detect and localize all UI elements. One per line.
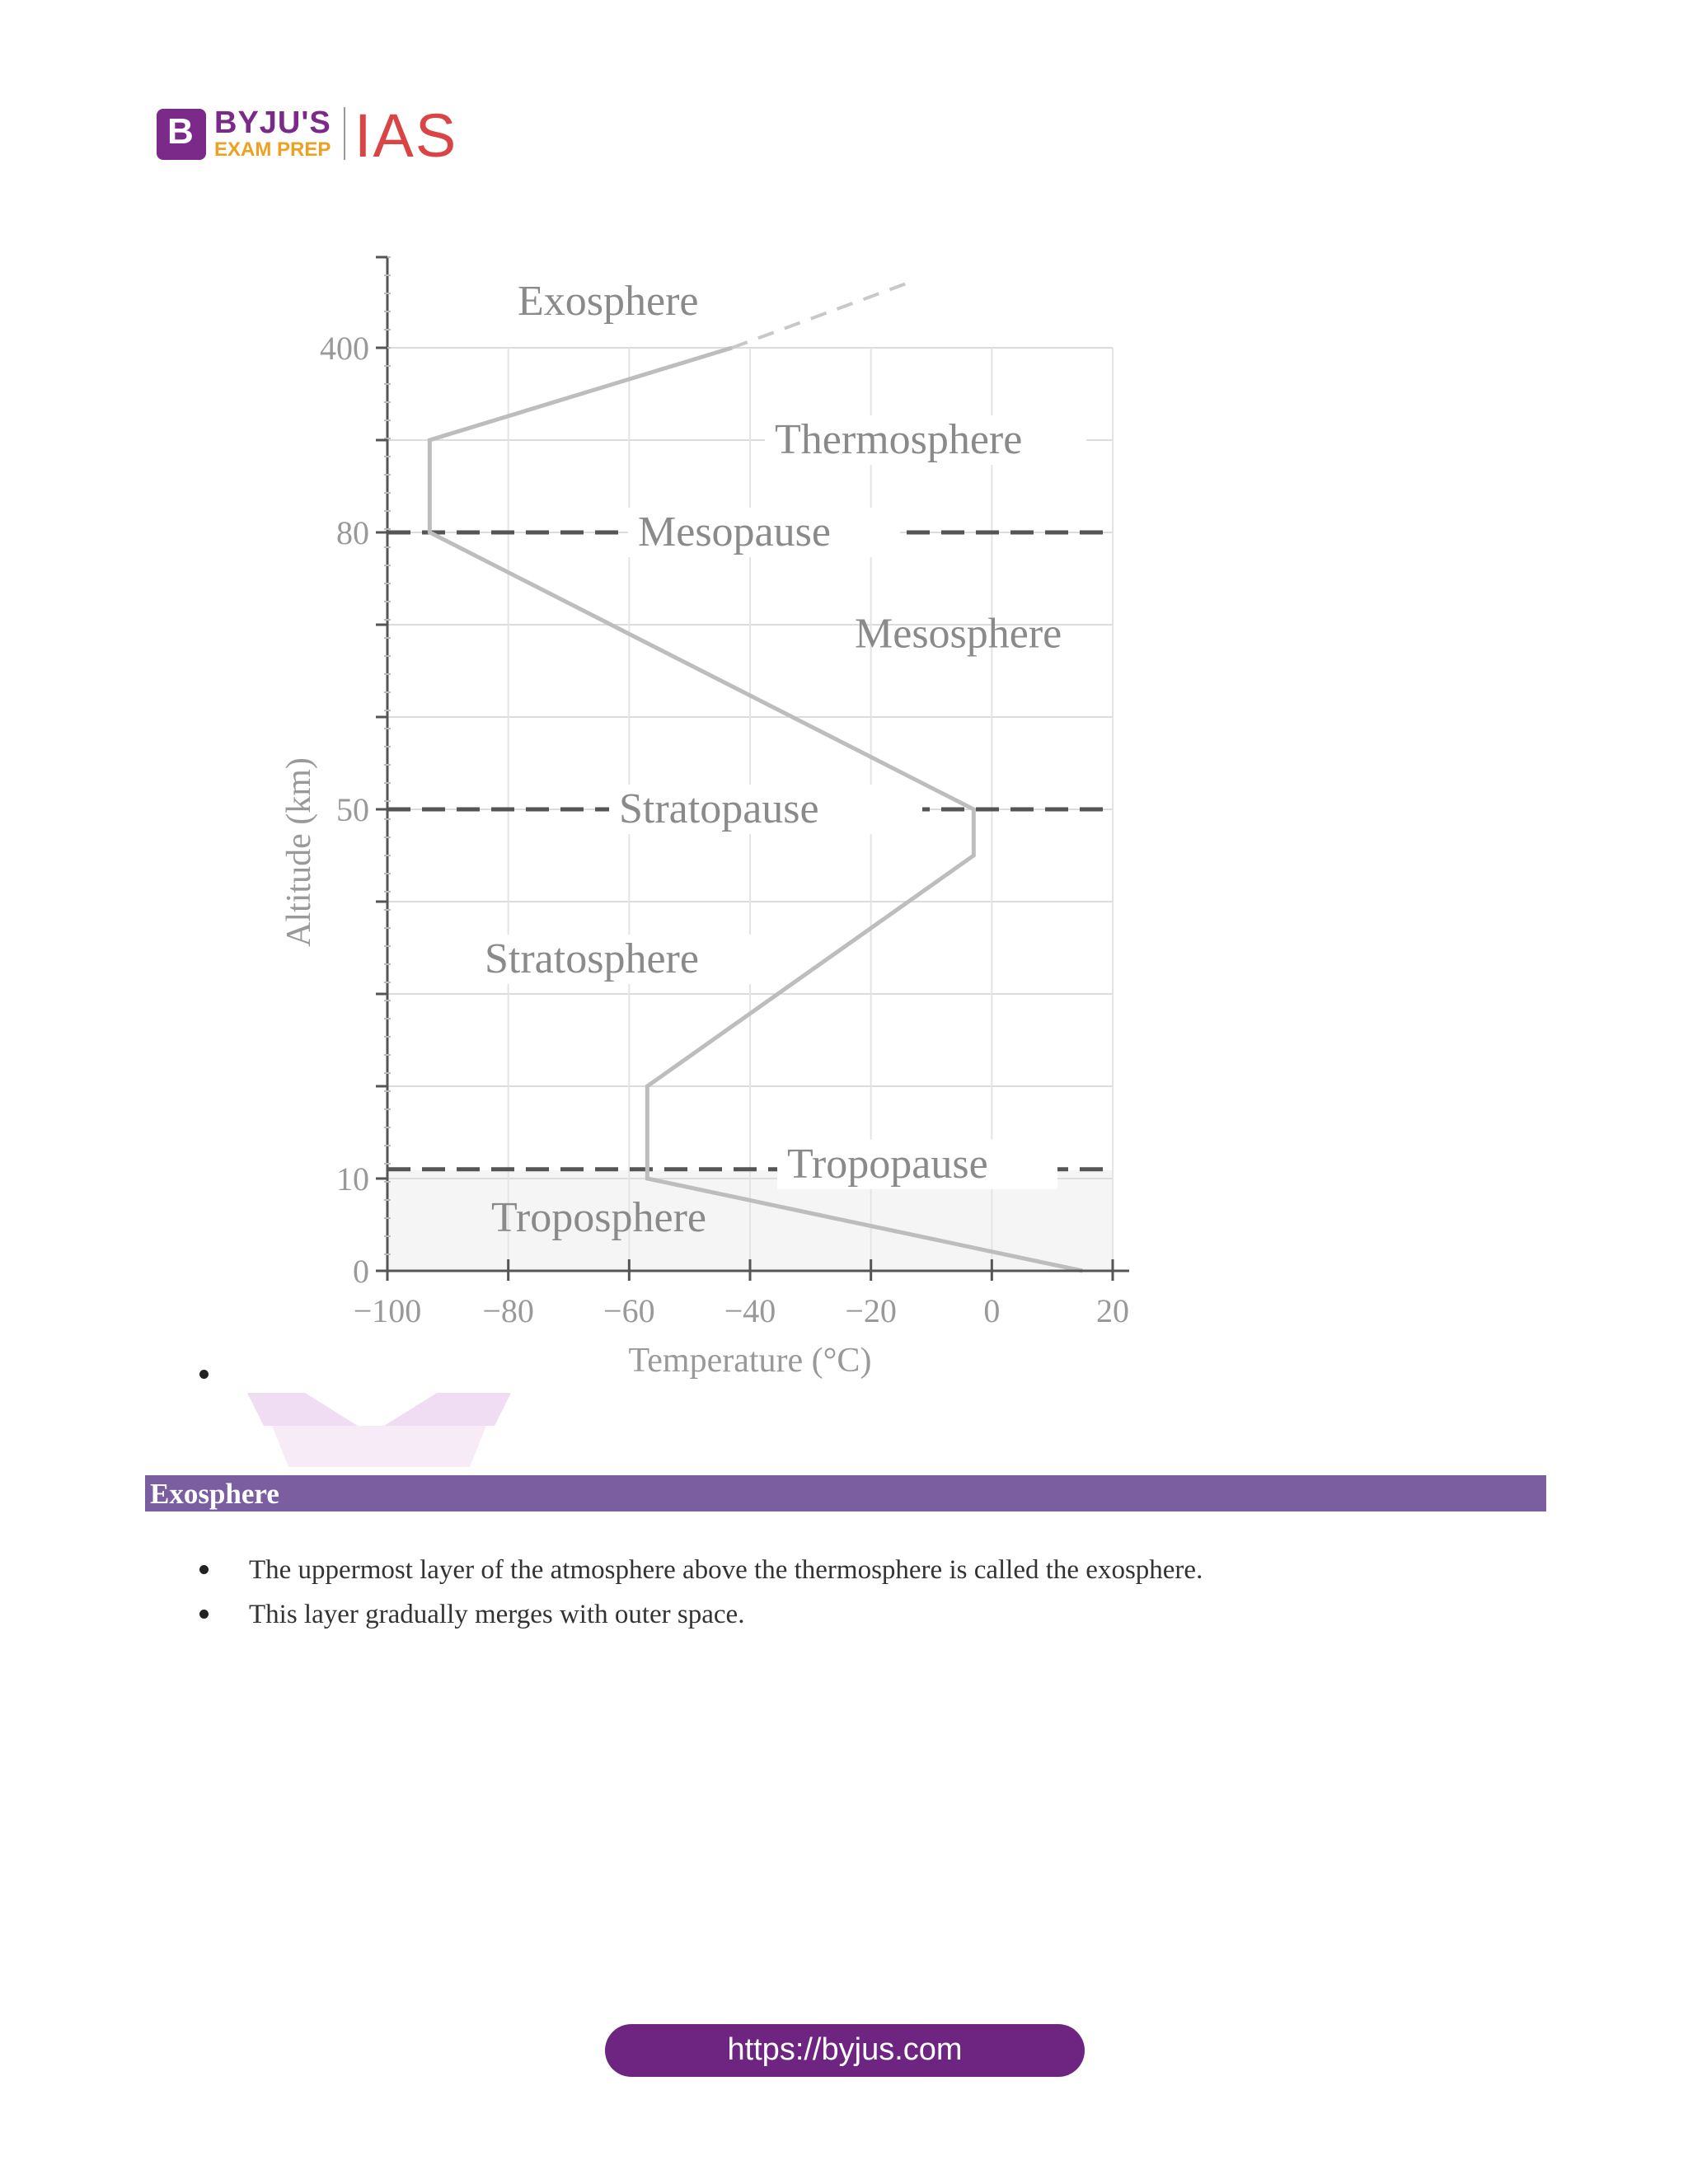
watermark-logo — [247, 1393, 511, 1475]
x-tick-label: −100 — [354, 1292, 422, 1329]
label-background — [475, 935, 780, 984]
brand-logo: B BYJU'S EXAM PREP IAS — [157, 101, 486, 170]
bullet-icon — [199, 1610, 209, 1619]
list-item: This layer gradually merges with outer s… — [198, 1592, 1517, 1637]
label-background — [609, 785, 922, 834]
label-stratosphere: Stratosphere — [485, 935, 699, 982]
temperature-profile-line — [427, 345, 1083, 1273]
x-tick-label: 20 — [1096, 1292, 1129, 1329]
section-heading: Exosphere — [150, 1478, 279, 1510]
x-tick-label: −80 — [482, 1292, 534, 1329]
empty-bullet — [199, 1370, 209, 1379]
label-backgrounds — [475, 415, 1086, 1189]
label-stratopause: Stratopause — [619, 785, 819, 832]
chart-svg: Exosphere Thermosphere Mesosphere Strato… — [280, 255, 1129, 1380]
label-mesopause: Mesopause — [638, 509, 831, 555]
label-background — [765, 415, 1086, 465]
list-item: The uppermost layer of the atmosphere ab… — [198, 1548, 1517, 1592]
logo-divider — [344, 107, 345, 160]
y-tick-label: 80 — [336, 514, 369, 551]
logo-ias: IAS — [354, 101, 458, 170]
section-heading-bar: Exosphere — [145, 1475, 1546, 1511]
x-tick-label: −60 — [603, 1292, 655, 1329]
section-points: The uppermost layer of the atmosphere ab… — [198, 1548, 1517, 1637]
y-tick-label: 0 — [353, 1253, 369, 1290]
byjus-logo-icon: B — [157, 109, 206, 160]
label-exosphere: Exosphere — [518, 278, 698, 325]
footer-link[interactable]: https://byjus.com — [605, 2024, 1085, 2077]
label-thermosphere: Thermosphere — [775, 416, 1022, 463]
y-tick-label: 10 — [336, 1160, 369, 1197]
label-tropopause: Tropopause — [787, 1141, 988, 1188]
label-mesosphere: Mesosphere — [855, 611, 1062, 658]
logo-name: BYJU'S — [214, 105, 331, 140]
temperature-curve — [427, 281, 1083, 1273]
y-tick-label: 400 — [320, 330, 369, 367]
footer-url[interactable]: https://byjus.com — [727, 2032, 963, 2067]
y-tick-label: 50 — [336, 791, 369, 828]
label-background — [777, 1139, 1057, 1189]
chart-axes: 0 10 50 80 400 −100 −80 −60 −40 −20 0 20 — [320, 255, 1129, 1329]
y-axis-label: Altitude (km) — [280, 757, 318, 947]
exosphere-dashed-extension — [731, 281, 908, 349]
logo-subtitle: EXAM PREP — [214, 138, 331, 161]
x-tick-label: 0 — [983, 1292, 1000, 1329]
x-axis-label: Temperature (°C) — [629, 1342, 872, 1380]
x-tick-label: −40 — [724, 1292, 776, 1329]
label-background — [628, 508, 900, 557]
label-troposphere: Troposphere — [491, 1194, 706, 1241]
x-tick-label: −20 — [845, 1292, 897, 1329]
atmosphere-temperature-chart: Exosphere Thermosphere Mesosphere Strato… — [247, 223, 1170, 1393]
bullet-icon — [199, 1565, 209, 1574]
